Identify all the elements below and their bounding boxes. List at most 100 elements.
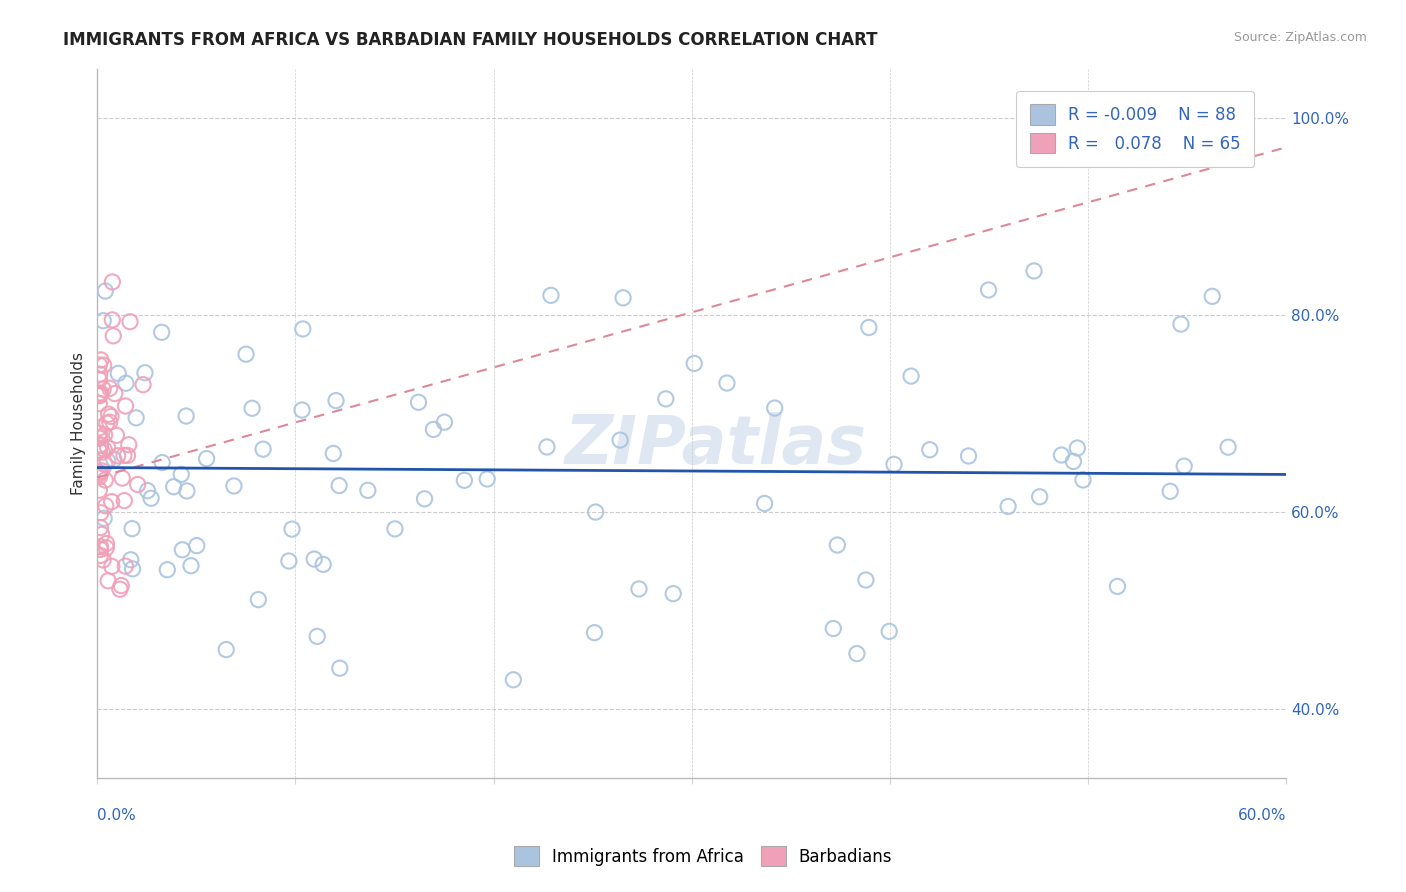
Point bbox=[117, 449, 139, 463]
Point bbox=[91, 314, 114, 328]
Point bbox=[96, 541, 118, 555]
Point bbox=[112, 449, 135, 463]
Point bbox=[180, 558, 202, 573]
Point bbox=[89, 467, 111, 482]
Point bbox=[1071, 473, 1094, 487]
Point bbox=[1218, 440, 1240, 454]
Point bbox=[100, 494, 122, 508]
Point bbox=[89, 388, 111, 402]
Point bbox=[977, 283, 1000, 297]
Point bbox=[302, 552, 325, 566]
Point bbox=[150, 326, 173, 340]
Point bbox=[89, 470, 111, 484]
Point bbox=[612, 291, 634, 305]
Point bbox=[136, 483, 159, 498]
Point bbox=[1173, 459, 1195, 474]
Point bbox=[222, 479, 245, 493]
Point bbox=[433, 415, 456, 429]
Point bbox=[97, 441, 120, 455]
Point bbox=[477, 472, 499, 486]
Point bbox=[900, 369, 922, 384]
Point bbox=[322, 446, 344, 460]
Point bbox=[127, 477, 149, 491]
Point bbox=[90, 506, 112, 520]
Point bbox=[132, 377, 155, 392]
Point bbox=[1066, 441, 1088, 455]
Point bbox=[121, 522, 143, 536]
Point bbox=[91, 445, 114, 459]
Point bbox=[1107, 579, 1129, 593]
Legend: Immigrants from Africa, Barbadians: Immigrants from Africa, Barbadians bbox=[505, 838, 901, 875]
Point bbox=[176, 483, 198, 498]
Point bbox=[1062, 454, 1084, 468]
Point bbox=[103, 329, 125, 343]
Point bbox=[877, 624, 900, 639]
Text: Source: ZipAtlas.com: Source: ZipAtlas.com bbox=[1233, 31, 1367, 45]
Y-axis label: Family Households: Family Households bbox=[72, 351, 86, 495]
Point bbox=[101, 275, 124, 289]
Point bbox=[101, 559, 124, 574]
Point bbox=[655, 392, 678, 406]
Point bbox=[215, 642, 238, 657]
Point bbox=[823, 622, 845, 636]
Point bbox=[585, 505, 607, 519]
Point bbox=[277, 554, 299, 568]
Point bbox=[112, 493, 135, 508]
Point bbox=[174, 409, 197, 423]
Text: IMMIGRANTS FROM AFRICA VS BARBADIAN FAMILY HOUSEHOLDS CORRELATION CHART: IMMIGRANTS FROM AFRICA VS BARBADIAN FAMI… bbox=[63, 31, 877, 49]
Point bbox=[90, 527, 112, 541]
Point bbox=[93, 442, 115, 457]
Point bbox=[93, 511, 115, 525]
Point bbox=[827, 538, 849, 552]
Point bbox=[240, 401, 263, 416]
Point bbox=[1022, 264, 1045, 278]
Point bbox=[312, 558, 335, 572]
Point bbox=[94, 473, 117, 487]
Text: ZIPatlas: ZIPatlas bbox=[564, 411, 866, 477]
Point bbox=[583, 625, 606, 640]
Point bbox=[918, 442, 941, 457]
Point bbox=[89, 520, 111, 534]
Point bbox=[1050, 448, 1073, 462]
Point bbox=[90, 385, 112, 400]
Point bbox=[115, 376, 138, 391]
Point bbox=[89, 542, 111, 557]
Point bbox=[121, 562, 143, 576]
Point bbox=[100, 409, 122, 424]
Point bbox=[156, 563, 179, 577]
Point bbox=[422, 422, 444, 436]
Point bbox=[90, 464, 112, 478]
Point bbox=[536, 440, 558, 454]
Point bbox=[328, 478, 350, 492]
Point bbox=[107, 449, 129, 463]
Point bbox=[716, 376, 738, 390]
Text: 60.0%: 60.0% bbox=[1237, 808, 1286, 823]
Point bbox=[96, 416, 118, 430]
Point bbox=[89, 367, 111, 381]
Point bbox=[89, 443, 111, 458]
Point bbox=[763, 401, 786, 415]
Point bbox=[413, 491, 436, 506]
Point bbox=[291, 403, 314, 417]
Point bbox=[134, 366, 156, 380]
Point bbox=[754, 496, 776, 510]
Point bbox=[89, 389, 111, 403]
Point bbox=[89, 438, 111, 452]
Point bbox=[94, 499, 117, 513]
Point bbox=[93, 458, 115, 472]
Point bbox=[104, 386, 127, 401]
Point bbox=[93, 427, 115, 442]
Point bbox=[329, 661, 352, 675]
Point bbox=[384, 522, 406, 536]
Point bbox=[114, 399, 136, 413]
Point bbox=[118, 438, 141, 452]
Point bbox=[107, 367, 129, 381]
Point bbox=[139, 491, 162, 506]
Point bbox=[172, 542, 194, 557]
Point bbox=[502, 673, 524, 687]
Point bbox=[357, 483, 380, 498]
Point bbox=[845, 647, 868, 661]
Point bbox=[408, 395, 430, 409]
Point bbox=[1159, 484, 1181, 499]
Point bbox=[97, 407, 120, 421]
